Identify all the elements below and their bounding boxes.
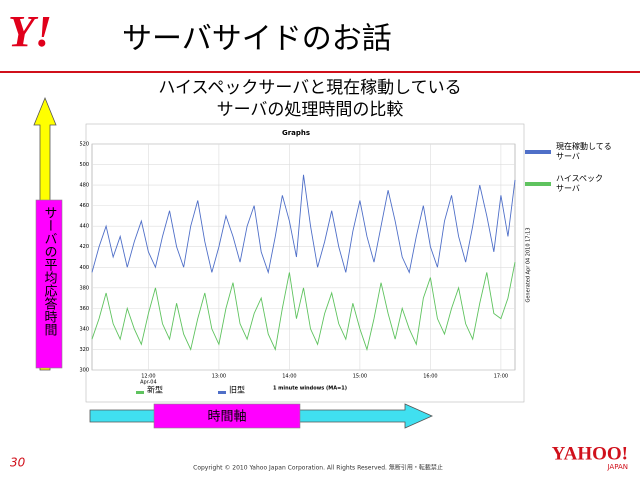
series-line [91,174,516,275]
y-tick-label: 300 [79,368,89,374]
legend-label: 新型 [147,385,163,395]
x-arrow-box [153,403,301,429]
y-tick-label: 480 [79,183,89,189]
generated-note: Generated Apr 04 2010 17:13 [526,227,532,302]
brand-logo: YAHOO! [552,443,628,464]
x-tick-label: 12:00 [141,374,155,380]
y-tick-label: 460 [79,203,89,209]
x-tick-label: 17:00 [494,374,508,380]
legend-swatch [136,391,144,394]
x-tick-label: 16:00 [423,374,437,380]
copyright: Copyright © 2010 Yahoo Japan Corporation… [193,464,443,472]
brand-sub: JAPAN [606,463,628,471]
legend-swatch [218,391,226,394]
y-tick-label: 320 [79,347,89,353]
x-arrow-label: 時間軸 [207,410,246,425]
x-tick-sublabel: Apr-04 [140,380,157,386]
y-tick-label: 400 [79,265,89,271]
subtitle: ハイスペックサーバと現在稼動している [158,78,461,98]
y-tick-label: 440 [79,224,89,230]
x-tick-label: 13:00 [212,374,226,380]
y-arrow-box [35,199,63,369]
subtitle: サーバの処理時間の比較 [217,100,404,120]
legend-swatch [525,182,551,186]
logo: Y! [8,7,52,56]
y-tick-label: 380 [79,285,89,291]
legend-label: ハイスペックサーバ [556,174,603,193]
legend-swatch [525,150,551,154]
y-tick-label: 520 [79,142,89,148]
x-tick-label: 14:00 [282,374,296,380]
x-axis-label: 1 minute windows (MA=1) [273,386,347,392]
plot-area [91,143,516,371]
chart-title: Graphs [282,129,310,137]
y-tick-label: 360 [79,306,89,312]
legend-label: 現在稼動してるサーバ [556,141,612,161]
y-tick-label: 340 [79,326,89,332]
x-tick-label: 15:00 [353,374,367,380]
series-line [91,262,516,352]
y-arrow-label: サーバの平均応答時間 [42,206,58,337]
page-number: 30 [10,456,26,470]
slide-title: サーバサイドのお話 [122,22,392,57]
y-tick-label: 500 [79,162,89,168]
y-tick-label: 420 [79,244,89,250]
legend-label: 旧型 [229,386,245,395]
